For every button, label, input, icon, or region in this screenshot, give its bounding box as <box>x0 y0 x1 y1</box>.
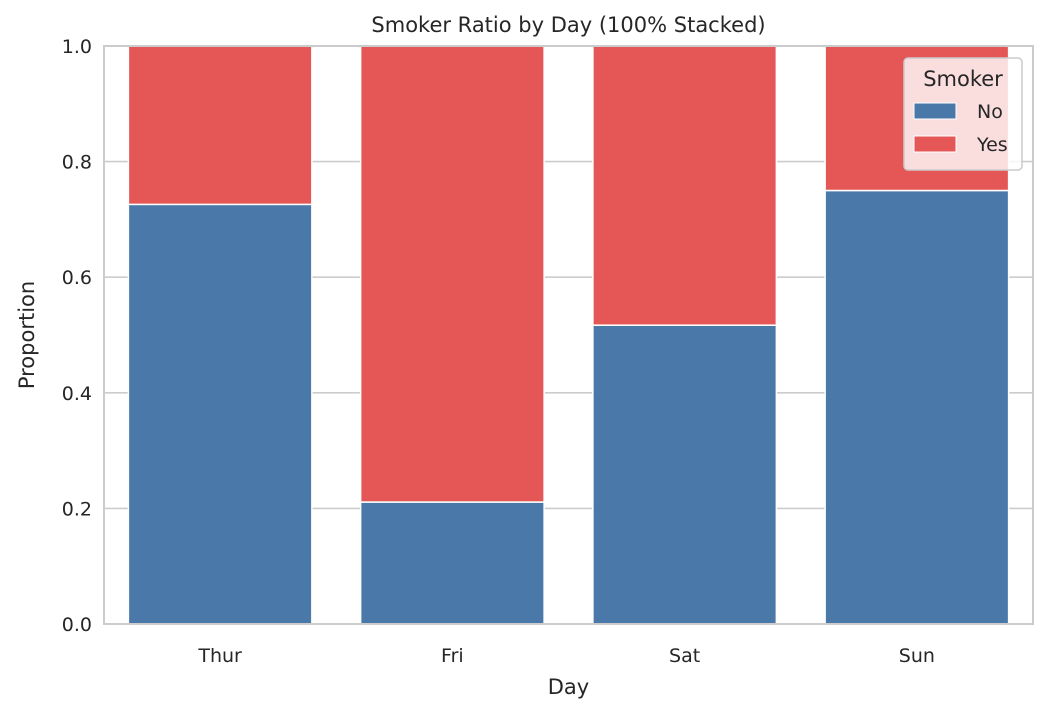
chart-title: Smoker Ratio by Day (100% Stacked) <box>371 13 765 37</box>
legend-swatch-yes <box>913 135 957 153</box>
y-tick-label: 0.0 <box>62 614 92 636</box>
y-tick-label: 1.0 <box>62 36 92 58</box>
bar-no-sat <box>592 324 778 625</box>
legend-items: No Yes <box>913 101 1008 156</box>
bar-yes-sat <box>592 45 778 326</box>
y-tick-label: 0.6 <box>62 267 92 289</box>
x-tick-label: Sun <box>899 645 935 667</box>
y-tick-label: 0.4 <box>62 383 92 405</box>
x-tick-labels: Thur Fri Sat Sun <box>197 645 935 667</box>
x-tick-label: Fri <box>441 645 464 667</box>
y-tick-labels: 0.0 0.2 0.4 0.6 0.8 1.0 <box>62 36 92 636</box>
legend: Smoker No Yes <box>903 57 1023 171</box>
bar-no-fri <box>359 501 545 625</box>
x-tick-label: Thur <box>197 645 242 667</box>
y-tick-label: 0.2 <box>62 498 92 520</box>
legend-swatch-no <box>913 102 957 120</box>
x-tick-label: Sat <box>669 645 700 667</box>
legend-label-yes: Yes <box>976 134 1008 156</box>
bar-no-sun <box>824 189 1010 625</box>
bars <box>127 45 1010 625</box>
bar-no-thur <box>127 203 313 625</box>
legend-label-no: No <box>977 101 1003 123</box>
x-axis-label: Day <box>548 675 589 699</box>
y-axis-label: Proportion <box>15 281 39 389</box>
legend-title: Smoker <box>923 67 1003 91</box>
bar-yes-thur <box>127 45 313 206</box>
y-tick-label: 0.8 <box>62 152 92 174</box>
bar-yes-fri <box>359 45 545 503</box>
plot-frame <box>103 45 1034 625</box>
